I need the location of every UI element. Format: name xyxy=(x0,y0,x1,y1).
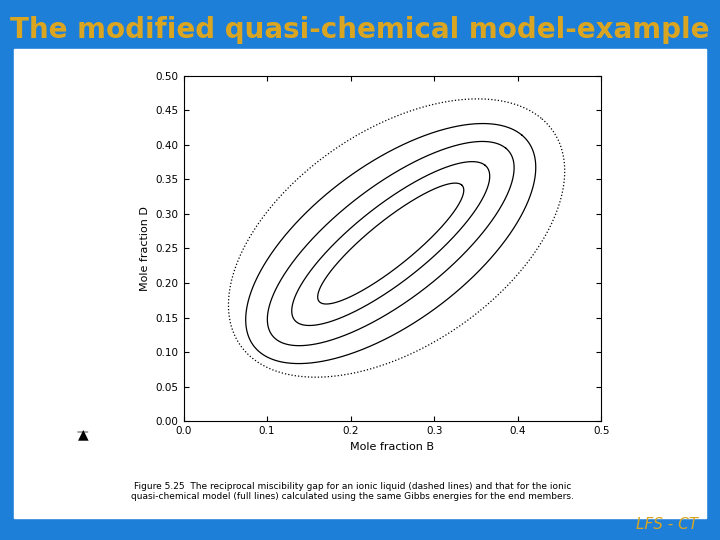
FancyBboxPatch shape xyxy=(14,49,706,518)
Text: The modified quasi-chemical model-example: The modified quasi-chemical model-exampl… xyxy=(10,16,710,44)
Y-axis label: Mole fraction D: Mole fraction D xyxy=(140,206,150,291)
Text: ▲: ▲ xyxy=(78,428,88,442)
Text: Figure 5.25  The reciprocal miscibility gap for an ionic liquid (dashed lines) a: Figure 5.25 The reciprocal miscibility g… xyxy=(131,482,575,501)
Text: LFS - CT: LFS - CT xyxy=(636,517,698,532)
X-axis label: Mole fraction B: Mole fraction B xyxy=(351,442,434,451)
